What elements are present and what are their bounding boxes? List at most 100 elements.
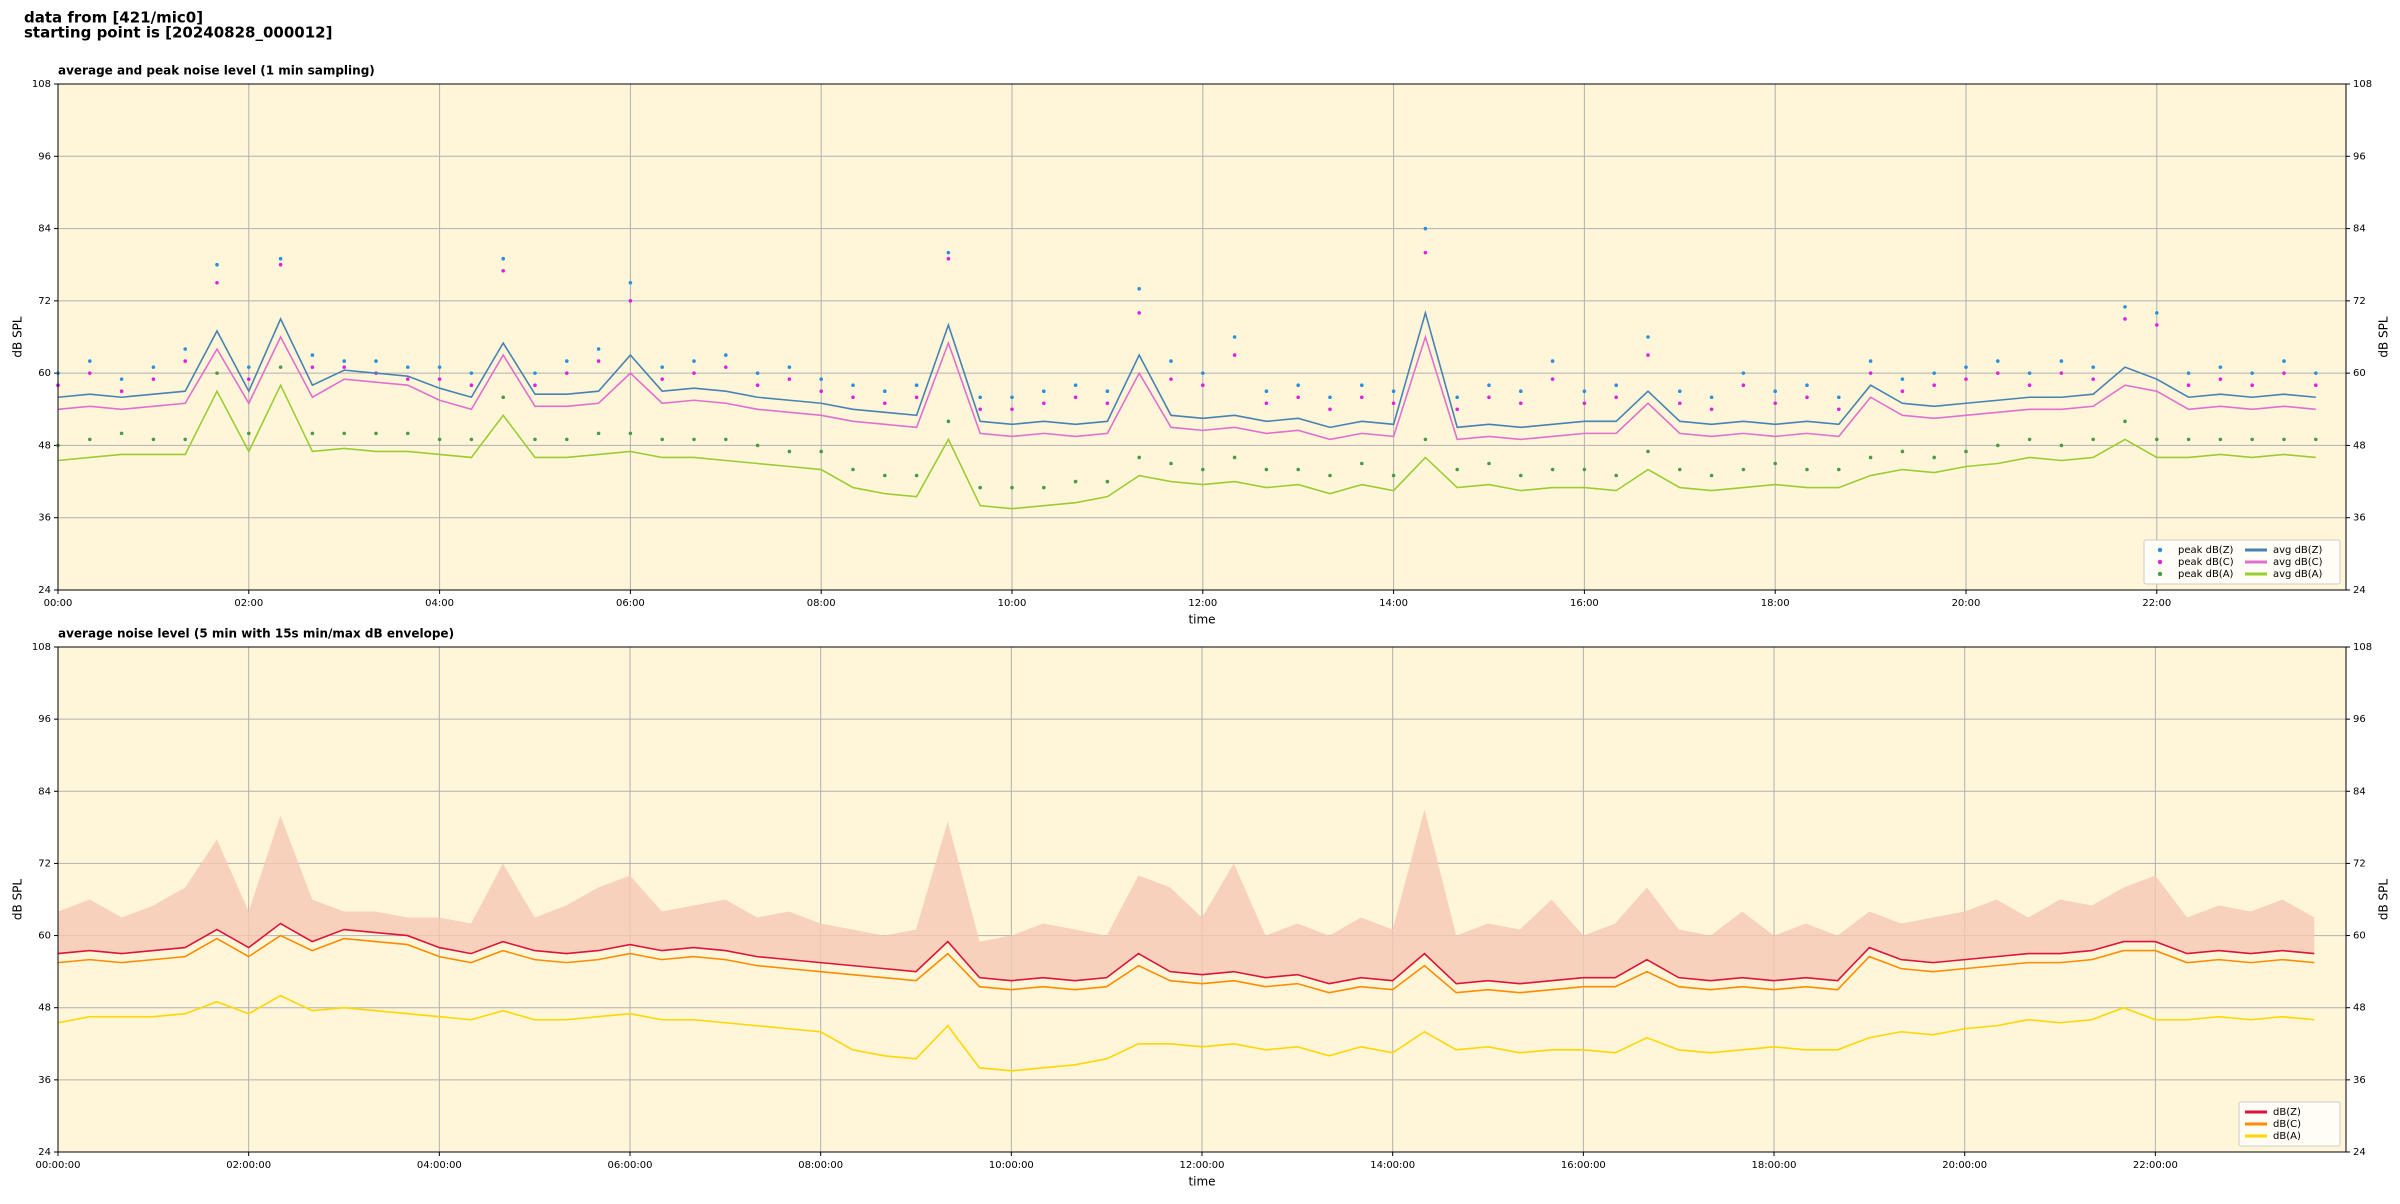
x-tick-label: 02:00:00 [226, 1160, 271, 1171]
peak-dot [501, 256, 505, 261]
peak-dot [564, 359, 569, 363]
peak-dot [596, 347, 601, 351]
peak-dot [2250, 371, 2254, 375]
y-tick-label: 72 [38, 858, 51, 869]
peak-dot [2250, 437, 2254, 442]
peak-dot [1232, 335, 1237, 339]
peak-dot [1010, 407, 1014, 412]
peak-dot [914, 395, 919, 400]
peak-dot [692, 371, 696, 375]
peak-dot [2059, 443, 2064, 448]
peak-dot [1995, 371, 2000, 375]
peak-dot [1423, 226, 1428, 231]
envelope-area [58, 809, 2315, 984]
peak-dot [1646, 335, 1650, 339]
peak-dot [851, 467, 855, 472]
peak-dot [1264, 467, 1269, 472]
peak-dot [469, 437, 474, 442]
chart-title: average noise level (5 min with 15s min/… [58, 627, 454, 641]
peak-dot [1741, 371, 1746, 375]
peak-dot [1137, 287, 1141, 291]
y-tick-label: 84 [38, 786, 51, 797]
peak-dot [2218, 437, 2223, 442]
peak-dot [1518, 401, 1523, 406]
peak-dot [596, 359, 601, 363]
peak-dot [946, 256, 951, 261]
peak-dot [2313, 383, 2318, 387]
peak-dot [819, 449, 823, 454]
peak-dot [564, 437, 569, 442]
peak-dot [2154, 311, 2159, 315]
peak-dot [882, 401, 887, 406]
peak-dot [1518, 473, 1523, 478]
chart-title: average and peak noise level (1 min samp… [58, 64, 375, 78]
peak-dot [469, 383, 474, 387]
peak-dot [1964, 377, 1968, 381]
peak-dot [1709, 395, 1714, 400]
peak-dot [1487, 383, 1491, 387]
peak-dot [215, 280, 219, 285]
peak-dot [1296, 395, 1300, 400]
peak-dot [2091, 377, 2095, 381]
peak-dot [374, 431, 378, 436]
x-tick-label: 02:00 [234, 598, 263, 609]
peak-dot [1455, 467, 1459, 472]
y-tick-label: 108 [32, 79, 51, 90]
peak-dot [1900, 449, 1905, 454]
legend-label: dB(Z) [2273, 1107, 2301, 1118]
peak-dot [215, 262, 219, 267]
peak-dot [787, 449, 792, 454]
peak-dot [882, 389, 887, 394]
legend-marker [2157, 571, 2163, 577]
peak-dot [87, 371, 92, 375]
peak-dot [1200, 383, 1205, 387]
y-tick-label: 36 [38, 513, 51, 524]
x-tick-label: 12:00 [1188, 598, 1217, 609]
peak-dot [723, 365, 728, 369]
peak-dot [342, 431, 346, 436]
y2-tick-label: 72 [2353, 858, 2366, 869]
series-line [57, 334, 2316, 441]
plot-background [58, 84, 2346, 590]
peak-dot [692, 359, 696, 363]
x-tick-label: 22:00 [2142, 598, 2171, 609]
x-tick-label: 14:00 [1379, 598, 1408, 609]
peak-dot [405, 431, 410, 436]
peak-dot [2091, 365, 2095, 369]
peak-dot [1709, 407, 1714, 412]
x-tick-label: 22:00:00 [2133, 1160, 2178, 1171]
x-tick-label: 04:00:00 [417, 1160, 462, 1171]
legend-label: peak dB(C) [2178, 557, 2234, 568]
peak-dot [1677, 389, 1682, 394]
peak-dot [723, 437, 728, 442]
peak-dot [310, 431, 315, 436]
peak-dot [2123, 419, 2127, 424]
peak-dot [278, 256, 283, 261]
peak-dot [819, 377, 823, 381]
peak-dot [374, 359, 378, 363]
peak-dot [533, 437, 537, 442]
peak-dot [437, 437, 442, 442]
peak-dot [2282, 359, 2286, 363]
peak-dot [246, 431, 251, 436]
peak-dot [1900, 377, 1905, 381]
peak-dot [564, 371, 569, 375]
peak-dot [1328, 473, 1332, 478]
x-tick-label: 00:00 [44, 598, 73, 609]
peak-dot [1836, 467, 1841, 472]
peak-dot [1995, 443, 2000, 448]
legend-label: avg dB(C) [2273, 557, 2323, 568]
x-tick-label: 16:00 [1570, 598, 1599, 609]
y2-tick-label: 36 [2353, 1075, 2366, 1086]
peak-dot [246, 377, 251, 381]
x-tick-label: 18:00:00 [1752, 1160, 1797, 1171]
y2-tick-label: 60 [2353, 368, 2366, 379]
peak-dot [660, 377, 664, 381]
peak-dot [596, 431, 601, 436]
peak-dot [87, 359, 92, 363]
peak-dot [1741, 383, 1746, 387]
peak-dot [1423, 437, 1428, 442]
peak-dot [2091, 437, 2095, 442]
y2-tick-label: 24 [2353, 585, 2366, 596]
